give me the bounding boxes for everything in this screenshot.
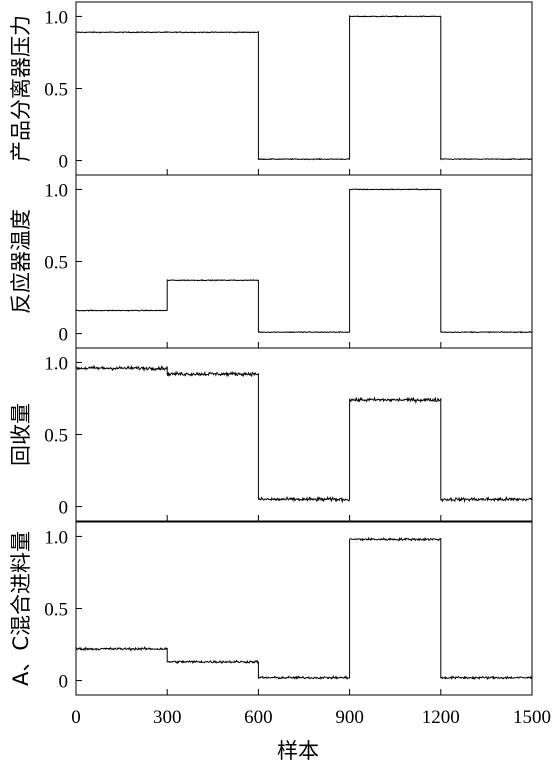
y-axis-label: 回收量 <box>9 403 33 466</box>
x-axis: 0 300 600 900 1200 1500 <box>71 707 551 728</box>
series-line <box>75 536 533 680</box>
panel-1: 0 0.5 1.0 产品分离器压力 <box>9 1 533 176</box>
y-tick-label: 1.0 <box>44 7 68 28</box>
x-tick-label: 900 <box>335 707 364 728</box>
x-tick-label: 600 <box>244 707 273 728</box>
x-tick-label: 1500 <box>513 707 551 728</box>
x-axis-label: 样本 <box>277 739 319 763</box>
y-tick-label: 0.5 <box>44 426 68 447</box>
x-tick-label: 300 <box>153 707 182 728</box>
y-tick-label: 0.5 <box>44 253 68 274</box>
series-line <box>75 364 533 504</box>
panel-3: 0 0.5 1.0 回收量 <box>9 347 533 522</box>
x-tick-label: 0 <box>71 707 81 728</box>
series-line <box>75 188 533 334</box>
y-tick-label: 0 <box>59 325 69 346</box>
y-tick-label: 1.0 <box>44 180 68 201</box>
panel-frame <box>75 1 533 176</box>
y-tick-label: 0 <box>59 672 69 693</box>
panel-4: 0 0.5 1.0 A、C混合进料量 <box>9 521 533 696</box>
y-axis-label: 反应器温度 <box>9 209 33 314</box>
y-tick-label: 0 <box>59 498 69 519</box>
panel-2: 0 0.5 1.0 反应器温度 <box>9 174 533 349</box>
panel-frame <box>75 521 533 696</box>
y-tick-label: 1.0 <box>44 527 68 548</box>
y-tick-label: 0.5 <box>44 600 68 621</box>
y-tick-label: 0 <box>59 152 69 173</box>
y-axis-label: A、C混合进料量 <box>9 531 33 686</box>
chart-panels: 0 0.5 1.0 产品分离器压力 0 0.5 1.0 反应器温度 0 0.5 1.0 回收量 0 0.5… <box>9 1 533 696</box>
y-tick-label: 0.5 <box>44 80 68 101</box>
panel-frame <box>75 174 533 349</box>
panel-frame <box>75 347 533 522</box>
series-line <box>75 15 533 161</box>
y-axis-label: 产品分离器压力 <box>9 15 33 162</box>
x-tick-label: 1200 <box>422 707 460 728</box>
y-tick-label: 1.0 <box>44 353 68 374</box>
